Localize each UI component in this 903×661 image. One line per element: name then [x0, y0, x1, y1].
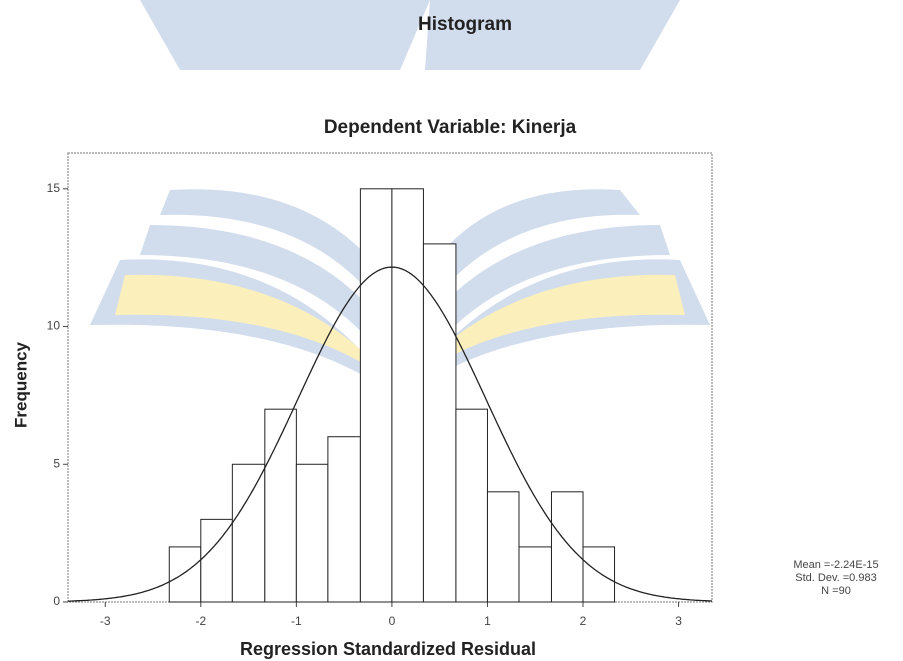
x-tick-label: 3 — [675, 614, 682, 628]
bar — [296, 464, 328, 602]
bar — [328, 437, 360, 602]
x-tick-label: -3 — [100, 614, 111, 628]
stat-mean: Mean =-2.24E-15 — [793, 559, 878, 571]
page: {"chart_data": {"type": "histogram", "ti… — [0, 0, 903, 661]
x-tick-label: 1 — [484, 614, 491, 628]
bar — [265, 409, 297, 602]
x-tick-label: -2 — [195, 614, 206, 628]
bar — [201, 519, 233, 602]
bar — [169, 547, 201, 602]
bar — [232, 464, 264, 602]
chart: Histogram Dependent Variable: Kinerja Re… — [0, 0, 903, 661]
stat-std-dev: Std. Dev. =0.983 — [795, 572, 876, 584]
stat-n: N =90 — [821, 585, 851, 597]
chart-title: Histogram — [418, 14, 512, 35]
bar — [519, 547, 551, 602]
y-tick-label: 10 — [47, 319, 61, 333]
x-tick-label: 2 — [580, 614, 587, 628]
bar — [456, 409, 488, 602]
chart-subtitle: Dependent Variable: Kinerja — [324, 117, 577, 138]
bar — [583, 547, 615, 602]
bar — [423, 244, 455, 602]
bar — [392, 189, 424, 602]
y-tick-label: 0 — [53, 594, 60, 608]
y-tick-label: 5 — [53, 456, 60, 470]
x-tick-label: 0 — [389, 614, 396, 628]
x-tick-label: -1 — [291, 614, 302, 628]
x-axis-label: Regression Standardized Residual — [240, 639, 536, 659]
y-tick-label: 15 — [47, 181, 61, 195]
y-axis-label: Frequency — [11, 341, 30, 428]
bar — [551, 492, 583, 602]
watermark-shape — [140, 0, 430, 70]
bar — [360, 189, 392, 602]
bar — [487, 492, 519, 602]
